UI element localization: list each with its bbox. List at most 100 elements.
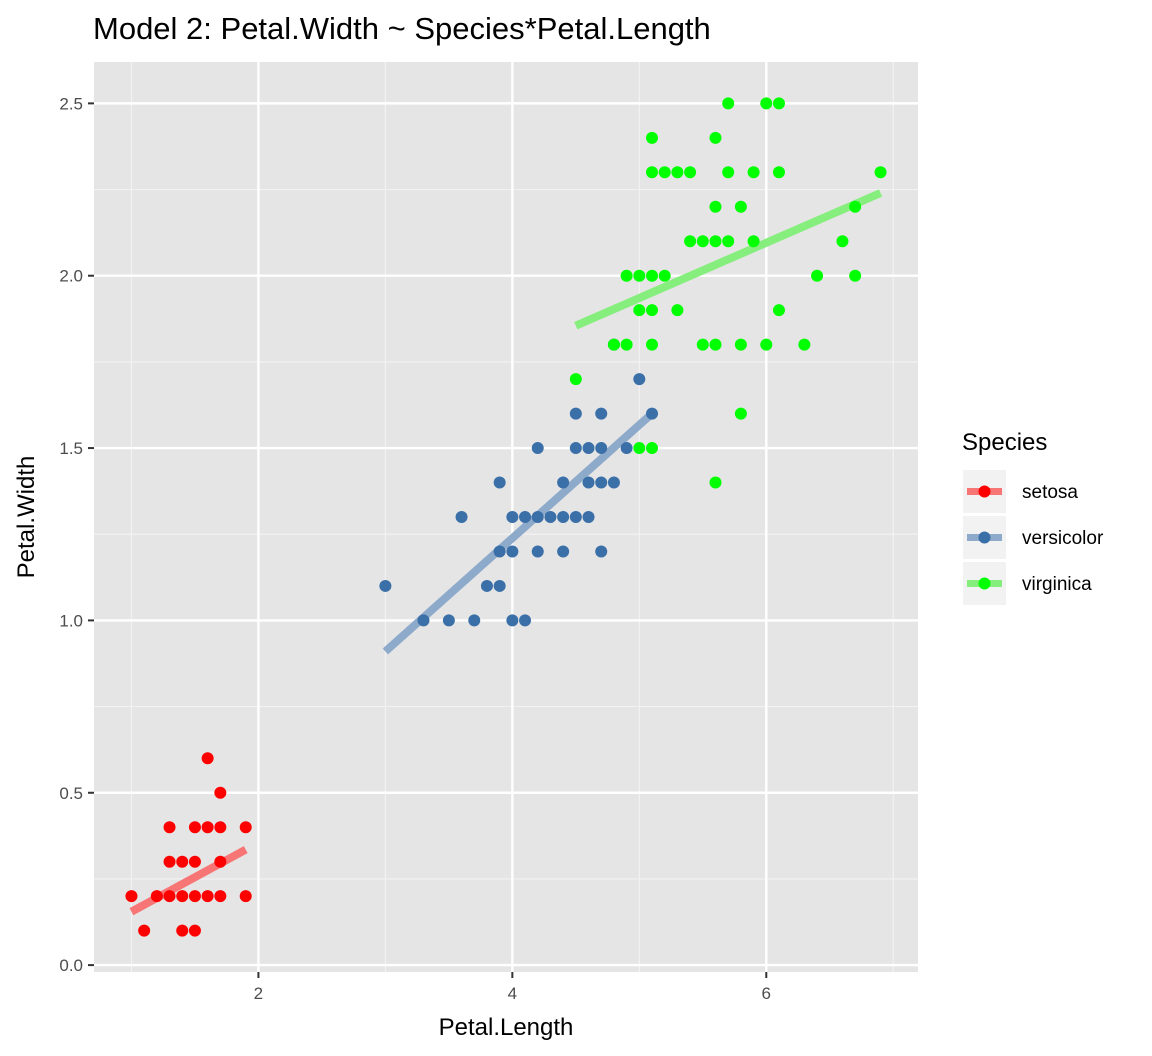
x-tick-label: 2	[254, 984, 263, 1003]
data-point-setosa	[239, 890, 252, 903]
data-point-virginica	[646, 442, 659, 455]
data-point-virginica	[569, 373, 582, 386]
data-point-virginica	[646, 269, 659, 282]
regression-lines	[129, 189, 883, 916]
data-point-virginica	[658, 166, 671, 179]
data-point-virginica	[836, 235, 849, 248]
data-point-versicolor	[569, 511, 582, 523]
minor-gridlines	[94, 62, 918, 972]
y-axis: 0.0 0.5 1.0 1.5 2.0 2.5	[59, 94, 94, 975]
data-point-virginica	[734, 407, 747, 420]
y-tick-label: 2.5	[59, 94, 83, 113]
data-point-versicolor	[595, 545, 608, 558]
data-point-versicolor	[379, 579, 392, 592]
data-point-virginica	[747, 235, 760, 248]
y-axis-title: Petal.Width	[13, 456, 40, 579]
data-point-versicolor	[506, 614, 519, 627]
data-point-versicolor	[493, 579, 506, 592]
data-point-versicolor	[442, 614, 455, 627]
data-point-versicolor	[569, 407, 582, 420]
data-point-setosa	[176, 855, 189, 868]
regression-line-setosa	[129, 846, 248, 916]
data-point-setosa	[176, 890, 189, 903]
plot-panel	[94, 62, 918, 972]
data-point-virginica	[849, 200, 862, 213]
data-point-virginica	[734, 338, 747, 351]
data-point-versicolor	[582, 476, 595, 489]
data-point-virginica	[658, 269, 671, 282]
data-point-virginica	[734, 200, 747, 213]
data-point-versicolor	[595, 442, 608, 455]
data-point-virginica	[620, 338, 633, 351]
data-point-versicolor	[595, 476, 608, 489]
data-point-virginica	[620, 269, 633, 282]
data-point-versicolor	[493, 476, 506, 489]
data-point-setosa	[188, 855, 201, 868]
data-point-versicolor	[595, 407, 608, 420]
data-point-versicolor	[531, 511, 544, 523]
data-point-versicolor	[480, 579, 493, 592]
data-point-versicolor	[646, 407, 659, 420]
data-point-virginica	[646, 338, 659, 351]
data-point-virginica	[646, 131, 659, 144]
data-point-virginica	[760, 97, 773, 110]
data-point-versicolor	[531, 545, 544, 558]
legend-key-versicolor	[963, 516, 1006, 559]
data-point-virginica	[849, 269, 862, 282]
data-point-virginica	[772, 304, 785, 317]
legend-key-setosa	[963, 470, 1006, 513]
data-point-virginica	[696, 235, 709, 248]
legend-label-virginica: virginica	[1022, 574, 1092, 595]
data-point-versicolor	[455, 511, 468, 523]
data-point-setosa	[163, 855, 176, 868]
legend-key-point	[978, 485, 991, 498]
data-point-virginica	[874, 166, 887, 179]
data-point-versicolor	[493, 545, 506, 558]
data-point-virginica	[709, 131, 722, 144]
data-point-virginica	[671, 304, 684, 317]
data-point-virginica	[798, 338, 811, 351]
legend-label-setosa: setosa	[1022, 482, 1078, 503]
data-point-virginica	[671, 166, 684, 179]
legend-key-virginica	[963, 562, 1006, 605]
data-point-virginica	[747, 166, 760, 179]
legend: Species setosa versicolor virginica	[962, 429, 1104, 605]
x-axis-title: Petal.Length	[439, 1014, 574, 1041]
y-tick-label: 1.0	[59, 611, 83, 630]
data-point-versicolor	[531, 442, 544, 455]
legend-label-versicolor: versicolor	[1022, 528, 1104, 549]
data-point-virginica	[722, 166, 735, 179]
data-point-setosa	[163, 890, 176, 903]
data-point-virginica	[684, 166, 697, 179]
data-point-setosa	[201, 890, 214, 903]
data-point-virginica	[633, 269, 646, 282]
regression-line-virginica	[574, 189, 883, 330]
data-point-virginica	[633, 442, 646, 455]
data-point-versicolor	[468, 614, 481, 627]
data-point-versicolor	[620, 442, 633, 455]
data-point-setosa	[239, 821, 252, 834]
data-point-setosa	[201, 821, 214, 834]
y-tick-label: 0.0	[59, 956, 83, 975]
data-point-virginica	[811, 269, 824, 282]
data-point-versicolor	[544, 511, 557, 523]
major-gridlines	[94, 62, 918, 972]
data-point-versicolor	[417, 614, 430, 627]
data-point-versicolor	[557, 476, 570, 489]
data-point-virginica	[709, 476, 722, 489]
data-point-versicolor	[506, 511, 519, 523]
data-point-versicolor	[519, 614, 532, 627]
data-point-versicolor	[557, 545, 570, 558]
data-point-setosa	[214, 890, 227, 903]
y-tick-label: 2.0	[59, 267, 83, 286]
data-point-virginica	[772, 166, 785, 179]
data-point-versicolor	[582, 442, 595, 455]
data-point-virginica	[722, 235, 735, 248]
data-point-setosa	[150, 890, 163, 903]
data-point-setosa	[188, 821, 201, 834]
data-point-virginica	[684, 235, 697, 248]
data-point-virginica	[646, 304, 659, 317]
data-point-virginica	[607, 338, 620, 351]
data-point-setosa	[163, 821, 176, 834]
